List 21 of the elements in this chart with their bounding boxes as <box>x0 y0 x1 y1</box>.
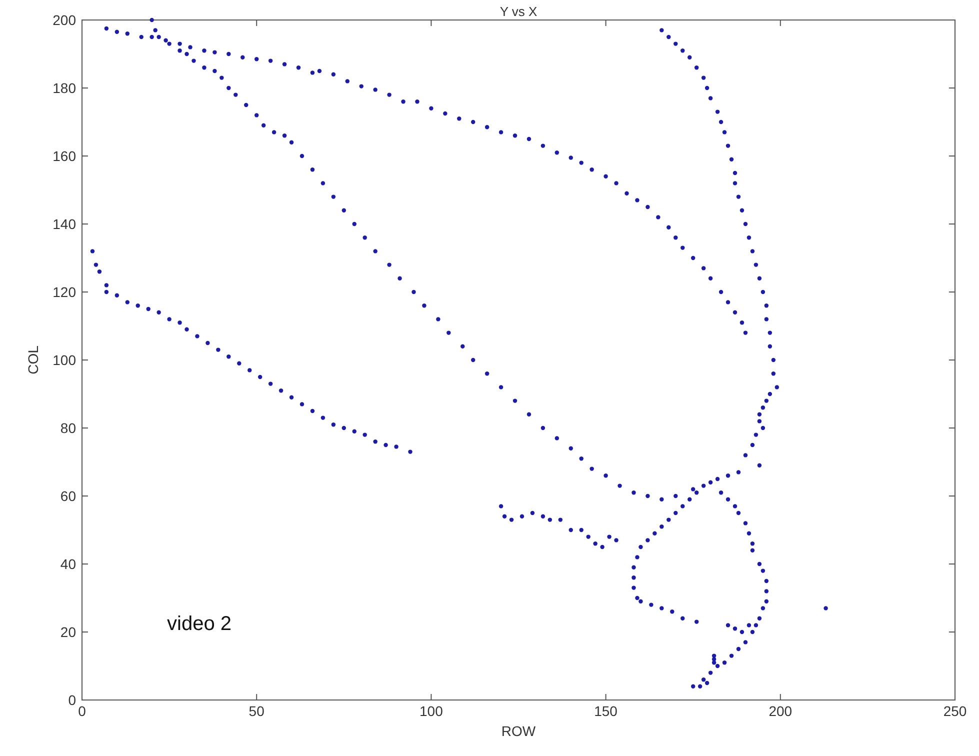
x-tick-label: 150 <box>594 703 618 719</box>
y-tick-label: 180 <box>52 80 76 96</box>
y-axis-title: COL <box>25 345 41 374</box>
y-tick-label: 200 <box>52 12 76 28</box>
x-tick-label: 250 <box>943 703 967 719</box>
y-tick-label: 120 <box>52 284 76 300</box>
chart-title: Y vs X <box>500 4 538 19</box>
y-tick-label: 160 <box>52 148 76 164</box>
x-tick-label: 200 <box>768 703 792 719</box>
annotation: video 2 <box>167 613 232 635</box>
x-tick-label: 0 <box>78 703 86 719</box>
x-tick-label: 100 <box>420 703 444 719</box>
y-tick-label: 0 <box>68 692 76 708</box>
x-axis-title: ROW <box>501 723 536 739</box>
y-tick-label: 100 <box>52 352 76 368</box>
y-tick-label: 80 <box>60 420 76 436</box>
x-tick-label: 50 <box>248 703 265 719</box>
y-tick-label: 40 <box>60 556 76 572</box>
y-tick-label: 20 <box>60 624 76 640</box>
y-tick-label: 140 <box>52 216 76 232</box>
y-tick-label: 60 <box>60 488 76 504</box>
